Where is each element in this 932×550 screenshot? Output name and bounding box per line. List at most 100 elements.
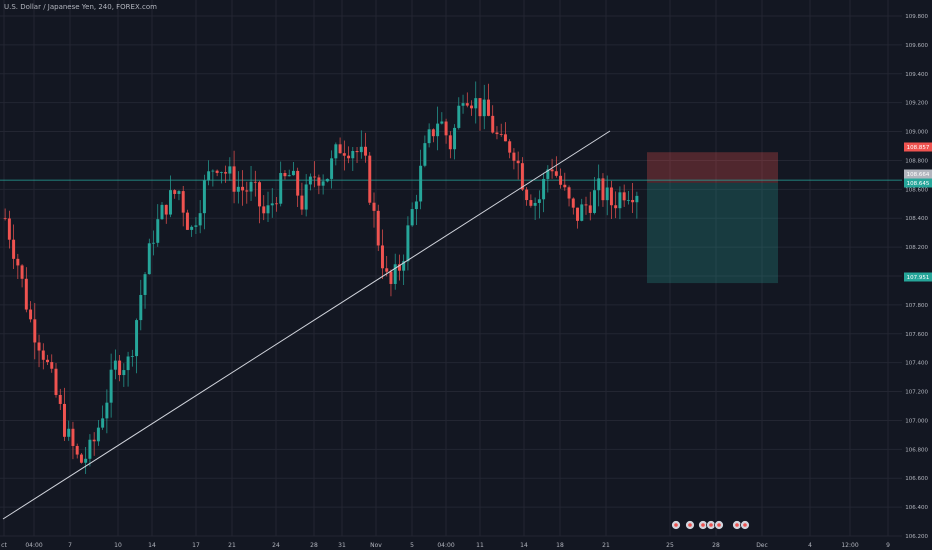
- candle-body: [71, 428, 75, 446]
- y-tick-label: 108.600: [905, 187, 928, 193]
- candle-body: [478, 98, 482, 117]
- candle-body: [597, 178, 601, 191]
- y-tick-label: 107.200: [905, 390, 928, 396]
- x-tick-label: 12:00: [841, 542, 858, 549]
- candle-body: [605, 187, 609, 201]
- candle-body: [232, 166, 236, 192]
- candle-body: [571, 198, 575, 208]
- candle-body: [219, 172, 223, 173]
- candle-body: [635, 195, 639, 203]
- candle-body: [338, 144, 342, 154]
- candle-body: [173, 190, 177, 194]
- candle-body: [122, 370, 126, 376]
- candle-body: [342, 153, 346, 156]
- price-label-box: [904, 178, 932, 188]
- candle-body: [29, 309, 33, 320]
- candle-body: [249, 181, 253, 192]
- candle-body: [321, 181, 325, 186]
- candle-body: [631, 199, 635, 203]
- x-tick-label: 10: [114, 542, 122, 549]
- candle-body: [224, 172, 228, 174]
- x-tick-label: 31: [338, 542, 346, 549]
- x-tick-label: 24: [272, 542, 280, 549]
- candle-body: [143, 274, 147, 295]
- candle-body: [533, 202, 537, 206]
- candle-body: [194, 225, 198, 227]
- candle-body: [516, 160, 520, 164]
- candle-body: [236, 186, 240, 192]
- candle-body: [393, 264, 397, 284]
- candle-body: [113, 360, 117, 370]
- candle-body: [245, 190, 249, 192]
- candle-body: [592, 190, 596, 213]
- event-marker-dot: [709, 523, 713, 527]
- candle-body: [376, 210, 380, 246]
- candle-body: [436, 123, 440, 137]
- event-marker-dot: [743, 523, 747, 527]
- candle-body: [92, 439, 96, 442]
- target-zone: [647, 182, 778, 284]
- x-tick-label: ct: [1, 542, 7, 549]
- candle-body: [559, 175, 563, 185]
- price-label-box: [904, 272, 932, 282]
- candle-body: [457, 105, 461, 128]
- price-label-box: [904, 142, 932, 152]
- x-tick-label: 14: [520, 542, 528, 549]
- candle-body: [359, 146, 363, 153]
- candle-body: [355, 150, 359, 153]
- candle-body: [495, 132, 499, 135]
- candle-body: [308, 176, 312, 185]
- candle-body: [58, 394, 62, 404]
- candle-body: [160, 204, 164, 220]
- candle-body: [215, 170, 219, 173]
- y-tick-label: 107.600: [905, 332, 928, 338]
- candle-body: [266, 205, 270, 214]
- candle-body: [7, 218, 11, 240]
- candle-body: [414, 201, 418, 210]
- y-tick-label: 109.800: [905, 14, 928, 20]
- candle-body: [228, 166, 232, 174]
- event-marker-dot: [735, 523, 739, 527]
- candle-body: [444, 121, 448, 136]
- candle-body: [576, 207, 580, 221]
- candle-body: [440, 121, 444, 124]
- candle-body: [347, 155, 351, 159]
- candle-body: [584, 204, 588, 206]
- candle-body: [330, 158, 334, 179]
- candle-body: [525, 189, 529, 201]
- candle-body: [147, 243, 151, 275]
- candle-body: [554, 171, 558, 176]
- x-tick-label: 17: [192, 542, 200, 549]
- candle-body: [486, 99, 490, 116]
- candle-body: [198, 213, 202, 226]
- price-label-box: [904, 169, 932, 179]
- candle-body: [279, 172, 283, 204]
- y-tick-label: 109.600: [905, 43, 928, 49]
- y-tick-label: 107.400: [905, 361, 928, 367]
- candle-body: [283, 172, 287, 177]
- candle-body: [181, 191, 185, 213]
- candle-body: [529, 200, 533, 206]
- candle-body: [211, 170, 215, 172]
- price-label: 108.645: [907, 181, 930, 187]
- candle-body: [54, 368, 58, 395]
- candle-body: [588, 205, 592, 213]
- x-tick-label: 04:00: [437, 542, 454, 549]
- event-marker-dot: [717, 523, 721, 527]
- y-tick-label: 108.400: [905, 216, 928, 222]
- candle-body: [397, 264, 401, 271]
- y-tick-label: 108.800: [905, 158, 928, 164]
- candle-body: [465, 103, 469, 106]
- candle-body: [580, 204, 584, 221]
- candle-body: [622, 192, 626, 201]
- event-marker-dot: [688, 523, 692, 527]
- event-marker-dot: [674, 523, 678, 527]
- y-tick-label: 106.800: [905, 447, 928, 453]
- candle-body: [33, 319, 37, 343]
- candle-body: [431, 129, 435, 137]
- candle-body: [402, 261, 406, 271]
- candle-body: [287, 175, 291, 177]
- candle-body: [109, 369, 113, 403]
- x-tick-label: 21: [602, 542, 610, 549]
